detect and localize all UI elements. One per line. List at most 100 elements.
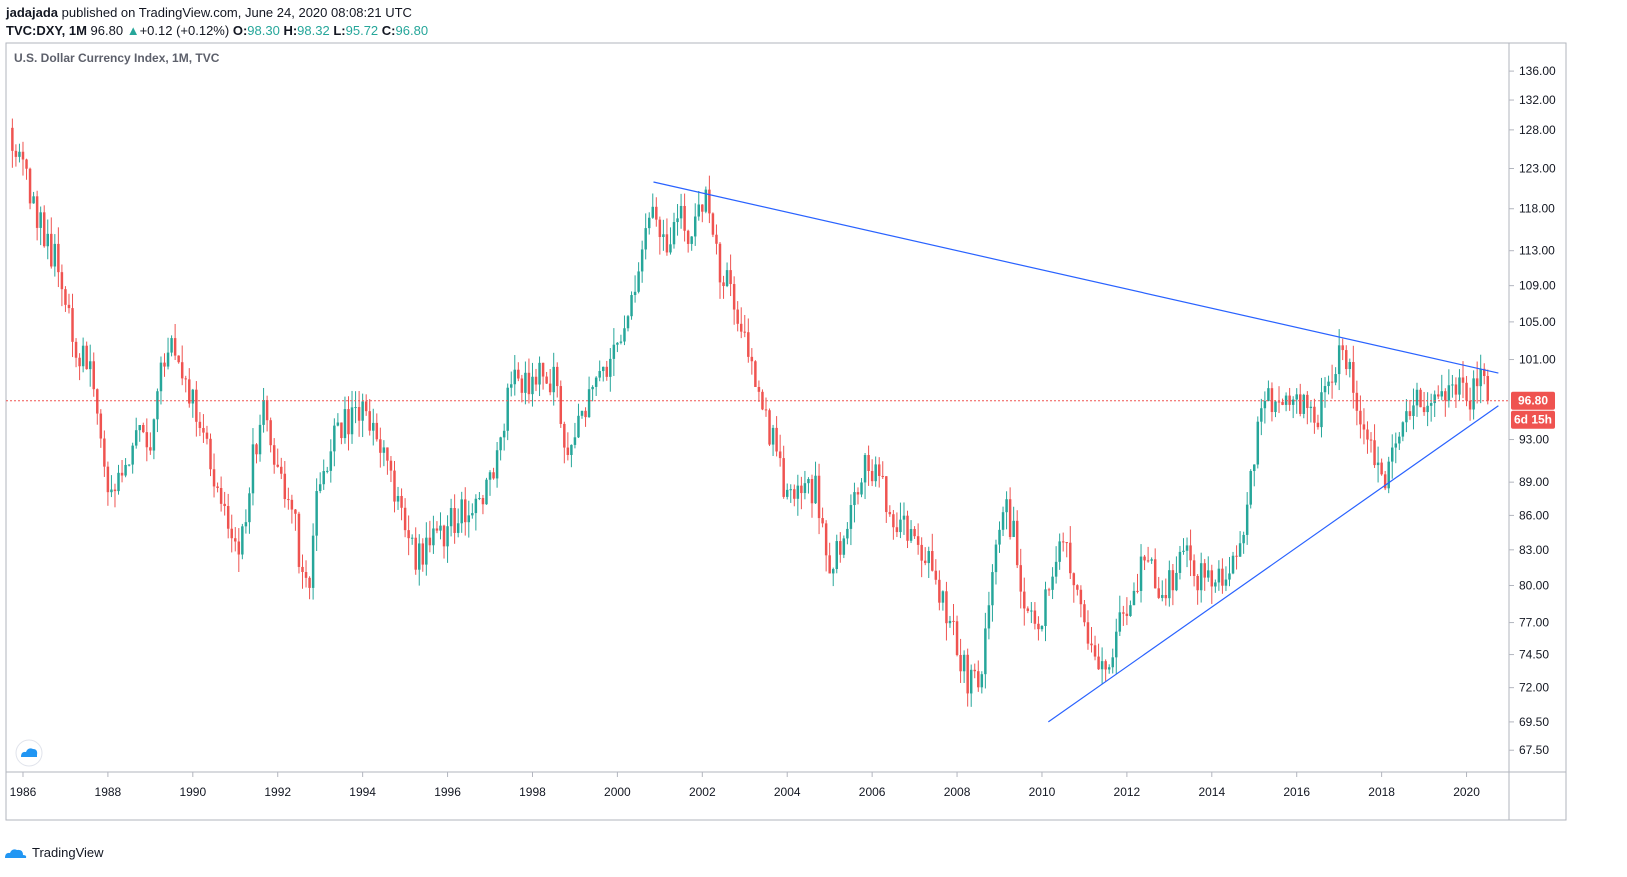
candle-body <box>368 411 371 431</box>
candle-body <box>170 338 173 353</box>
candle-body <box>722 282 725 287</box>
candle-body <box>1479 368 1482 387</box>
candle-body <box>913 528 916 537</box>
candle-body <box>651 206 655 218</box>
candle-body <box>1175 572 1178 591</box>
candle-body <box>42 212 46 247</box>
candle-body <box>32 196 35 204</box>
candle-body <box>1433 394 1436 404</box>
candle-body <box>1217 568 1221 583</box>
candle-body <box>1037 623 1040 630</box>
author-name[interactable]: jadajada <box>6 5 59 20</box>
candle-body <box>991 572 994 606</box>
candle-body <box>308 577 311 588</box>
price-badge-label: 96.80 <box>1518 394 1548 408</box>
candle-body <box>67 304 71 309</box>
candle-body <box>754 361 757 387</box>
candle-body <box>955 621 959 655</box>
candle-body <box>612 344 616 359</box>
time-axis[interactable]: 1986 1988 1990 1992 1994 1996 1998 2000 2002 2004… <box>10 772 1481 799</box>
candle-body <box>856 492 860 495</box>
candle-body <box>379 439 382 453</box>
candle-body <box>1345 350 1348 370</box>
candle-body <box>683 205 686 231</box>
candle-body <box>1242 534 1245 544</box>
x-tick-label: 2008 <box>944 785 971 799</box>
candle-body <box>623 328 626 342</box>
candle-body <box>1412 405 1415 416</box>
candle-body <box>1468 400 1472 410</box>
candle-body <box>778 451 782 459</box>
candle-body <box>824 523 828 556</box>
candle-body <box>647 217 651 229</box>
candle-body <box>1054 561 1058 577</box>
candle-body <box>591 386 594 390</box>
candle-body <box>1026 608 1030 611</box>
candle-body <box>676 218 679 223</box>
candle-body <box>1366 429 1369 440</box>
candle-body <box>839 541 842 555</box>
candle-body <box>219 487 223 504</box>
y-tick-label: 136.00 <box>1519 64 1556 78</box>
candle-body <box>1465 382 1468 401</box>
candle-body <box>1030 610 1033 612</box>
candle-body <box>1090 643 1093 646</box>
candle-body <box>1086 622 1090 644</box>
candle-body <box>959 654 962 672</box>
plot-border <box>5 42 1567 821</box>
candle-body <box>425 537 428 565</box>
y-tick-label: 93.00 <box>1519 433 1549 447</box>
candle-body <box>99 413 103 439</box>
tradingview-chart-logo[interactable] <box>15 739 43 767</box>
candle-body <box>1405 411 1408 423</box>
candle-body <box>1486 376 1490 401</box>
candle-body <box>1093 645 1097 657</box>
candle-body <box>449 508 453 527</box>
candle-body <box>96 389 99 414</box>
last-price: 96.80 <box>90 23 124 38</box>
candle-body <box>1327 381 1330 387</box>
candle-body <box>573 437 577 445</box>
candle-body <box>333 425 336 452</box>
footer-brand[interactable]: TradingView <box>4 845 104 860</box>
candle-body <box>899 519 902 533</box>
high-value: 98.32 <box>297 23 330 38</box>
candle-body <box>987 605 991 629</box>
candle-body <box>340 422 343 439</box>
candle-body <box>159 362 163 392</box>
change-arrow-icon: ▲ <box>126 23 140 38</box>
candle-body <box>1482 368 1486 377</box>
candle-body <box>1157 588 1160 598</box>
candle-body <box>1065 542 1068 544</box>
candle-body <box>739 323 743 332</box>
high-label: H: <box>283 23 298 38</box>
candle-body <box>1444 391 1447 401</box>
candle-body <box>453 508 456 533</box>
candle-body <box>877 464 881 476</box>
candle-body <box>1231 555 1235 574</box>
candle-body <box>655 206 658 220</box>
candle-body <box>1164 595 1168 599</box>
cloud-icon <box>21 748 38 757</box>
candle-body <box>729 270 732 285</box>
candle-body <box>1288 395 1291 405</box>
trendline-resistance[interactable] <box>653 181 1499 374</box>
candle-body <box>85 345 88 370</box>
price-axis[interactable]: 136.00 132.00 128.00 123.00 118.00 113.00 109.… <box>1509 64 1556 757</box>
trendline-support[interactable] <box>1047 405 1499 723</box>
candle-body <box>481 498 485 505</box>
candle-body <box>1168 570 1171 599</box>
candle-body <box>418 543 421 570</box>
open-label: O: <box>232 23 248 38</box>
candle-body <box>248 493 251 523</box>
y-tick-label: 109.00 <box>1519 279 1556 293</box>
candle-body <box>1415 389 1419 406</box>
candle-body <box>1316 422 1320 428</box>
candle-body <box>633 291 637 296</box>
candle-body <box>1051 576 1054 590</box>
ticker-label: TVC:DXY, 1M <box>6 23 87 38</box>
candle-body <box>1185 545 1189 551</box>
candle-body <box>11 127 14 151</box>
